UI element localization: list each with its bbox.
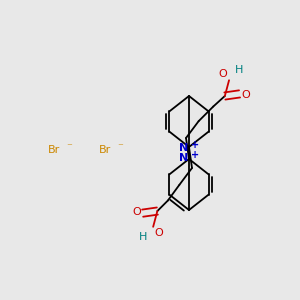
Text: +: + bbox=[191, 140, 200, 150]
Text: O: O bbox=[155, 228, 164, 238]
Text: O: O bbox=[219, 69, 228, 79]
Text: H: H bbox=[140, 232, 148, 242]
Text: ⁻: ⁻ bbox=[118, 142, 124, 153]
Text: Br: Br bbox=[99, 145, 111, 155]
Text: N: N bbox=[179, 153, 188, 163]
Text: O: O bbox=[132, 207, 141, 217]
Text: ⁻: ⁻ bbox=[67, 142, 73, 153]
Text: Br: Br bbox=[48, 145, 60, 155]
Text: N: N bbox=[179, 143, 188, 153]
Text: H: H bbox=[235, 65, 243, 75]
Text: +: + bbox=[191, 149, 200, 160]
Text: O: O bbox=[241, 90, 250, 100]
